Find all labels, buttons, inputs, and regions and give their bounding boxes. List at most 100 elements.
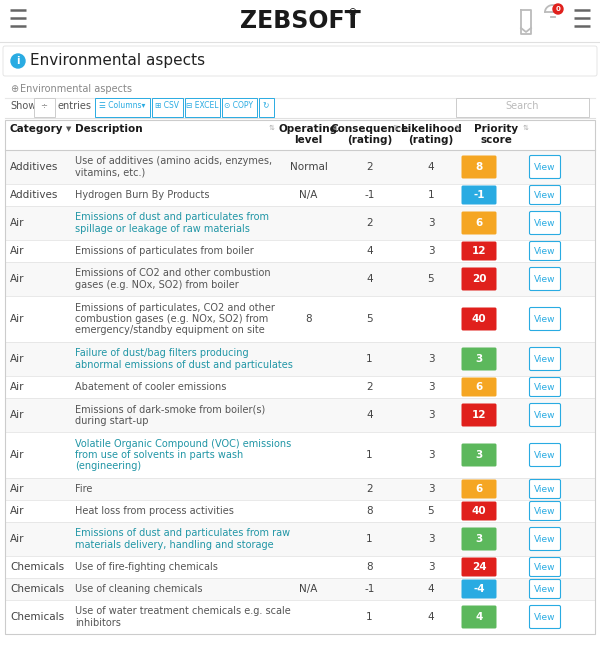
Text: Air: Air <box>10 218 25 228</box>
Text: Air: Air <box>10 484 25 494</box>
Text: 20: 20 <box>472 274 486 284</box>
Text: i: i <box>16 56 20 66</box>
Bar <box>5 206 595 240</box>
Text: Hydrogen Burn By Products: Hydrogen Burn By Products <box>75 190 209 200</box>
Bar <box>5 150 595 184</box>
Text: View: View <box>534 506 556 515</box>
Text: 12: 12 <box>472 410 486 420</box>
FancyBboxPatch shape <box>530 185 560 205</box>
FancyBboxPatch shape <box>530 156 560 178</box>
Text: Likelihood: Likelihood <box>401 124 461 134</box>
Bar <box>5 240 595 262</box>
Text: (rating): (rating) <box>347 135 392 145</box>
Text: 3: 3 <box>428 354 434 364</box>
Text: Use of fire-fighting chemicals: Use of fire-fighting chemicals <box>75 562 218 572</box>
Text: 3: 3 <box>428 450 434 460</box>
Bar <box>5 556 595 578</box>
FancyBboxPatch shape <box>221 98 257 117</box>
Bar <box>5 478 595 500</box>
Text: during start-up: during start-up <box>75 416 149 426</box>
FancyBboxPatch shape <box>461 267 497 290</box>
Text: 4: 4 <box>428 612 434 622</box>
Text: 3: 3 <box>428 484 434 494</box>
FancyBboxPatch shape <box>530 211 560 234</box>
Text: Air: Air <box>10 450 25 460</box>
Bar <box>5 500 595 522</box>
Text: View: View <box>534 612 556 622</box>
Text: Use of cleaning chemicals: Use of cleaning chemicals <box>75 584 203 594</box>
Text: inhibitors: inhibitors <box>75 618 121 628</box>
FancyBboxPatch shape <box>461 558 497 576</box>
Text: 6: 6 <box>475 218 482 228</box>
Text: -1: -1 <box>364 190 374 200</box>
Text: Emissions of particulates from boiler: Emissions of particulates from boiler <box>75 246 254 256</box>
Text: entries: entries <box>58 101 92 111</box>
Text: ÷: ÷ <box>41 102 47 110</box>
Bar <box>5 120 595 634</box>
Text: 3: 3 <box>428 246 434 256</box>
Text: Emissions of dust and particulates from: Emissions of dust and particulates from <box>75 213 269 222</box>
FancyBboxPatch shape <box>461 444 497 467</box>
Text: 3: 3 <box>428 382 434 392</box>
Text: Air: Air <box>10 382 25 392</box>
FancyBboxPatch shape <box>530 267 560 290</box>
FancyBboxPatch shape <box>530 242 560 261</box>
Text: View: View <box>534 535 556 543</box>
Text: ⊟ EXCEL: ⊟ EXCEL <box>186 102 218 110</box>
Text: 4: 4 <box>366 274 373 284</box>
Text: View: View <box>534 484 556 494</box>
Text: Fire: Fire <box>75 484 92 494</box>
FancyBboxPatch shape <box>461 579 497 599</box>
Text: 1: 1 <box>366 354 373 364</box>
Text: Description: Description <box>75 124 143 134</box>
Text: 4: 4 <box>475 612 482 622</box>
Text: 24: 24 <box>472 562 487 572</box>
Text: N/A: N/A <box>299 190 317 200</box>
Bar <box>5 120 595 150</box>
Text: from use of solvents in parts wash: from use of solvents in parts wash <box>75 450 243 460</box>
Text: ↻: ↻ <box>263 102 269 110</box>
Text: 12: 12 <box>472 246 486 256</box>
Text: -1: -1 <box>364 584 374 594</box>
Text: 0: 0 <box>556 6 560 12</box>
Text: Additives: Additives <box>10 190 58 200</box>
Bar <box>5 600 595 634</box>
Text: 3: 3 <box>428 534 434 544</box>
Text: 2: 2 <box>366 382 373 392</box>
Text: Chemicals: Chemicals <box>10 584 64 594</box>
Text: Air: Air <box>10 314 25 324</box>
Text: 8: 8 <box>305 314 312 324</box>
Bar <box>5 432 595 478</box>
Circle shape <box>553 4 563 14</box>
Bar <box>0 0 600 42</box>
FancyBboxPatch shape <box>530 444 560 467</box>
Text: spillage or leakage of raw materials: spillage or leakage of raw materials <box>75 224 250 234</box>
Text: ⊕: ⊕ <box>10 84 18 94</box>
Bar <box>5 398 595 432</box>
Text: combustion gases (e.g. NOx, SO2) from: combustion gases (e.g. NOx, SO2) from <box>75 314 268 324</box>
Text: 1: 1 <box>366 534 373 544</box>
Text: Air: Air <box>10 534 25 544</box>
Text: ⊞ CSV: ⊞ CSV <box>155 102 179 110</box>
Text: 3: 3 <box>428 562 434 572</box>
Text: -4: -4 <box>473 584 485 594</box>
Text: Air: Air <box>10 410 25 420</box>
Text: View: View <box>534 315 556 323</box>
Text: View: View <box>534 562 556 572</box>
FancyBboxPatch shape <box>461 242 497 261</box>
Text: ☰ Columns▾: ☰ Columns▾ <box>99 102 145 110</box>
Text: 5: 5 <box>366 314 373 324</box>
Text: Use of water treatment chemicals e.g. scale: Use of water treatment chemicals e.g. sc… <box>75 607 291 616</box>
Text: View: View <box>534 411 556 420</box>
Text: ⇅: ⇅ <box>268 125 274 131</box>
Text: Show: Show <box>10 101 36 111</box>
Text: View: View <box>534 218 556 228</box>
Text: Air: Air <box>10 274 25 284</box>
Text: 2: 2 <box>366 484 373 494</box>
Text: View: View <box>534 162 556 172</box>
Text: ZEBSOFT: ZEBSOFT <box>239 9 361 33</box>
Bar <box>5 296 595 342</box>
Text: Chemicals: Chemicals <box>10 562 64 572</box>
FancyBboxPatch shape <box>461 605 497 628</box>
Text: Environmental aspects: Environmental aspects <box>20 84 132 94</box>
